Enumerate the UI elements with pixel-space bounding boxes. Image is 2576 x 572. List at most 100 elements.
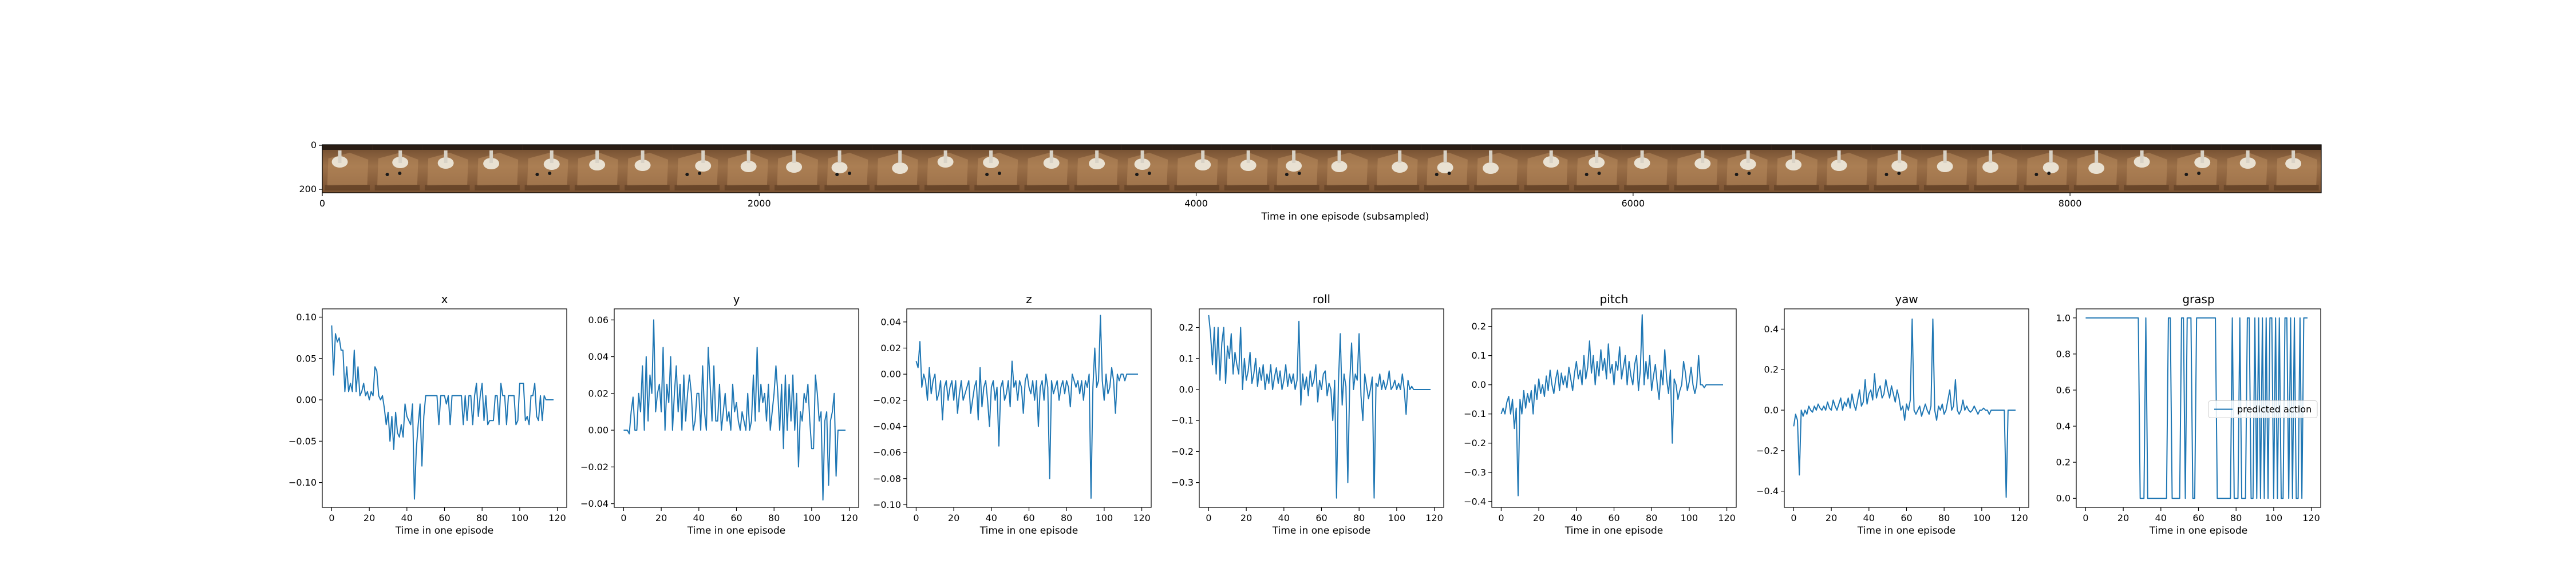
strip-frame [1172, 145, 1222, 193]
ytick-label: 0.8 [2056, 348, 2071, 359]
subplot-title: roll [1313, 292, 1330, 306]
ytick-label: 0.05 [296, 353, 317, 364]
xtick-label: 120 [1718, 513, 1736, 523]
plot-area [1199, 309, 1444, 507]
legend-box [2208, 400, 2318, 418]
xtick-label: 60 [1023, 513, 1034, 523]
ytick-label: −0.08 [873, 473, 901, 484]
strip-frame [622, 145, 673, 193]
xtick-label: 20 [655, 513, 667, 523]
ytick-label: 0.0 [1764, 405, 1779, 416]
subplot-pitch: 0 20 40 60 80 100 120 −0.4 −0.3 −0.2 −0.1 0.0 0.1 0.2… [1464, 292, 1737, 537]
xtick-label: 0 [1791, 513, 1796, 523]
ytick-label: −0.4 [1756, 486, 1779, 496]
xtick-label: 80 [476, 513, 488, 523]
strip-frame [1921, 145, 1972, 193]
subplot-title: z [1026, 292, 1032, 306]
subplot-yaw: 0 20 40 60 80 100 120 −0.4 −0.2 0.0 0.2 0.4 yaw Time … [1756, 292, 2029, 537]
strip-frame [522, 145, 572, 193]
subplot-title: pitch [1600, 292, 1629, 306]
xtick-label: 60 [1901, 513, 1912, 523]
strip-frame [1322, 145, 1372, 193]
ytick-label: 0.2 [2056, 457, 2071, 468]
xtick-label: 80 [1353, 513, 1365, 523]
ytick-label: 0.00 [588, 425, 609, 436]
xtick-label: 40 [986, 513, 997, 523]
strip-frame [322, 145, 373, 193]
strip-frame [422, 145, 473, 193]
strip-frame [672, 145, 722, 193]
xtick-label: 60 [2192, 513, 2204, 523]
strip-frame [1121, 145, 1172, 193]
strip-frame [2021, 145, 2072, 193]
ytick-label: −0.2 [1464, 438, 1486, 448]
ytick-label: −0.10 [873, 499, 901, 510]
xtick-label: 120 [840, 513, 858, 523]
subplots: 0 20 40 60 80 100 120−0.10−0.050.000.050.10xTi… [289, 292, 2321, 537]
ytick-label: −0.10 [289, 477, 317, 488]
series-line [915, 315, 1139, 499]
xtick-label: 100 [1681, 513, 1698, 523]
series-line [331, 325, 554, 500]
xtick-label: 60 [438, 513, 450, 523]
xtick-label: 40 [2155, 513, 2167, 523]
strip-frame [1672, 145, 1722, 193]
xtick-label: 120 [1425, 513, 1443, 523]
strip-frame [722, 145, 773, 193]
xtick-label: 80 [1938, 513, 1950, 523]
strip-xtick-label: 2000 [748, 198, 771, 209]
subplot-z: 0 20 40 60 80 100 120 −0.10 −0.08 −0.06 −0.04 −0.02… [873, 292, 1152, 537]
ytick-label: 0.02 [588, 388, 609, 399]
plot-area [322, 309, 567, 507]
xtick-label: 80 [1061, 513, 1072, 523]
subplot-grasp: 0 20 40 60 80 100 120 0.0 0.2 0.4 0.6 0.8 1.0 grasp Ti… [2056, 292, 2321, 537]
ytick-label: −0.02 [873, 395, 901, 406]
ytick-label: 0.2 [1764, 364, 1779, 375]
xtick-label: 60 [1608, 513, 1619, 523]
xtick-label: 120 [1133, 513, 1151, 523]
xtick-label: 100 [1973, 513, 1991, 523]
series-line [2085, 317, 2308, 499]
ytick-label: −0.1 [1464, 408, 1486, 419]
xtick-label: 100 [511, 513, 529, 523]
subplot-xlabel: Time in one episode [395, 525, 493, 537]
plot-area [1492, 309, 1736, 507]
series-line [1208, 315, 1431, 499]
strip-frame [2221, 145, 2272, 193]
subplot-y: 0 20 40 60 80 100 120 −0.04 −0.02 0.00 0.02 0.04 0.0… [580, 292, 859, 537]
strip-frame [2071, 145, 2122, 193]
ytick-label: 0.6 [2056, 384, 2071, 395]
xtick-label: 0 [1498, 513, 1504, 523]
xtick-label: 20 [2117, 513, 2129, 523]
ytick-label: 0.4 [2056, 421, 2071, 432]
ytick-label: 0.1 [1472, 350, 1486, 361]
strip-frame [2121, 145, 2172, 193]
ytick-label: −0.2 [1756, 445, 1779, 456]
ytick-label: 1.0 [2056, 312, 2071, 323]
ytick-label: 0.2 [1179, 322, 1194, 333]
subplot-xlabel: Time in one episode [1857, 525, 1955, 537]
ytick-label: 0.2 [1472, 321, 1486, 332]
ytick-label: −0.04 [580, 498, 609, 509]
xtick-label: 120 [548, 513, 566, 523]
strip-frame [1271, 145, 1322, 193]
subplot-xlabel: Time in one episode [2149, 525, 2247, 537]
xtick-label: 20 [1240, 513, 1252, 523]
legend-label: predicted action [2237, 404, 2312, 415]
ytick-label: 0.04 [588, 351, 609, 362]
subplot-title: grasp [2182, 292, 2214, 306]
strip-frame [2171, 145, 2222, 193]
xtick-label: 40 [693, 513, 705, 523]
strip-frame [472, 145, 523, 193]
ytick-label: 0.00 [880, 369, 901, 380]
xtick-label: 120 [2010, 513, 2028, 523]
ytick-label: 0.0 [2056, 493, 2071, 504]
subplot-xlabel: Time in one episode [687, 525, 785, 537]
strip-xtick-label: 6000 [1621, 198, 1645, 209]
ytick-label: 0.1 [1179, 353, 1194, 364]
xtick-label: 80 [768, 513, 780, 523]
strip-frame [1072, 145, 1123, 193]
